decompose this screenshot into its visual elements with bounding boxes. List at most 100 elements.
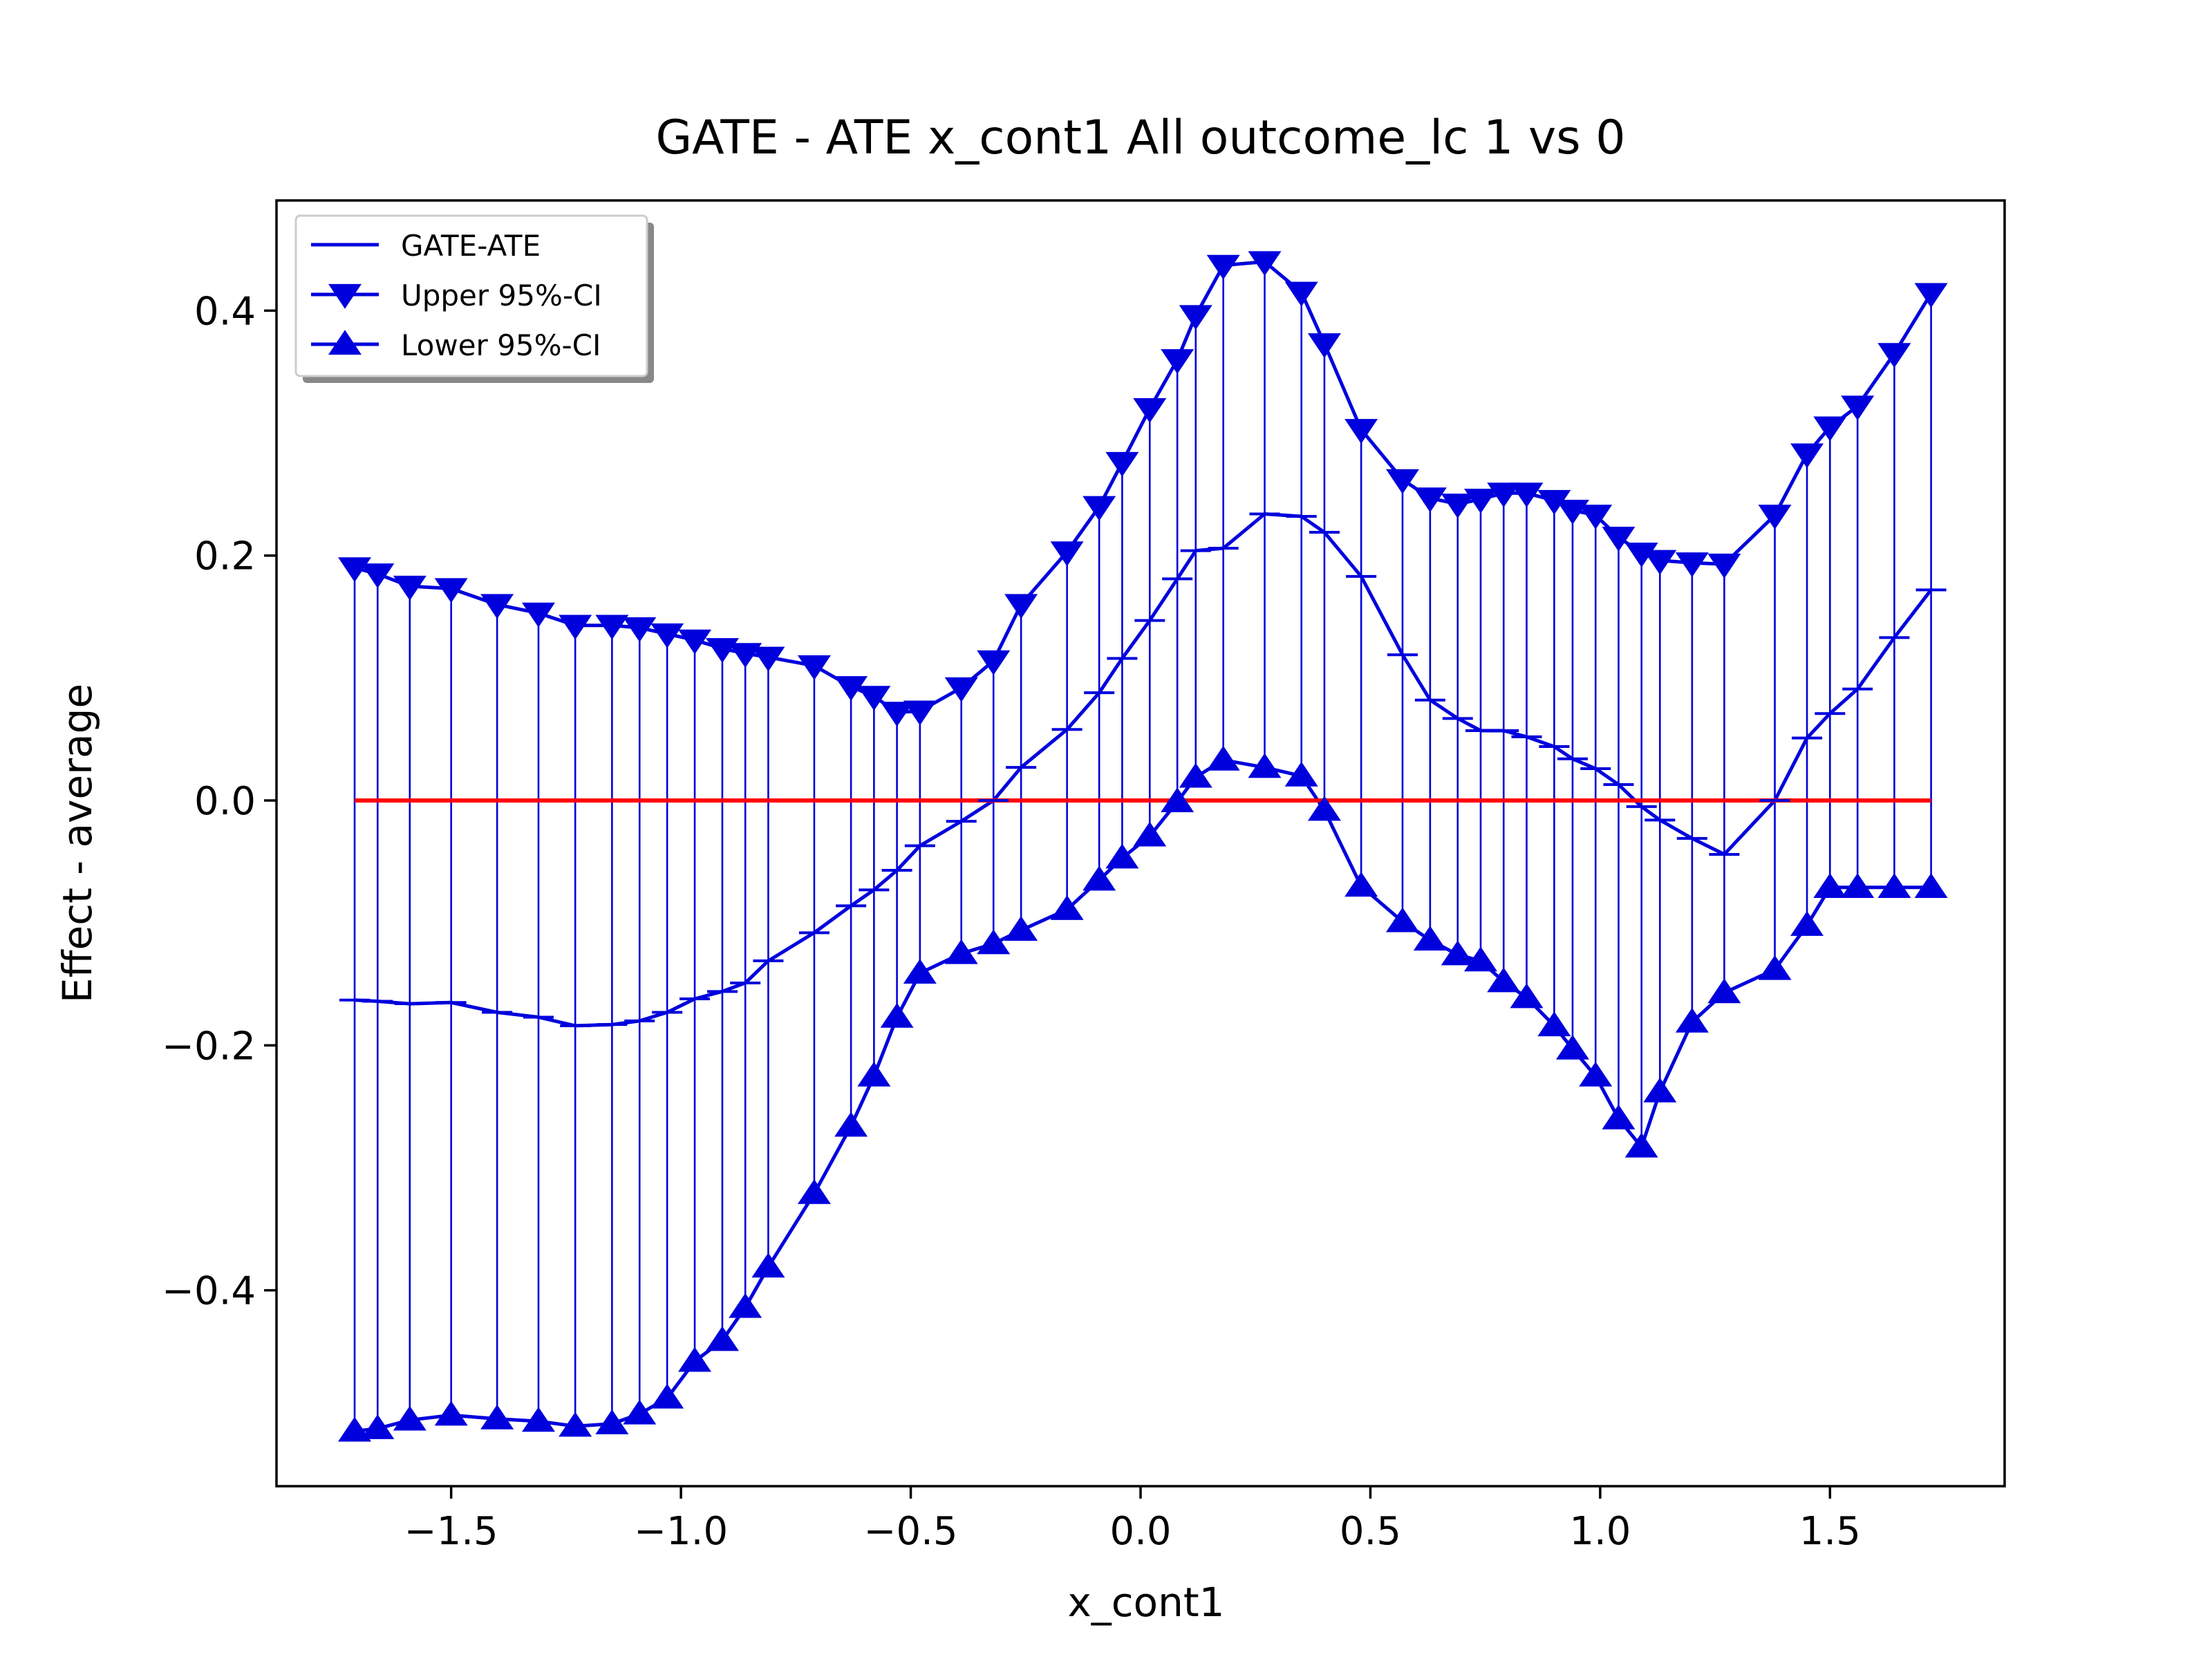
upper-ci-point: [1579, 505, 1613, 529]
lower-ci-point: [1624, 1132, 1658, 1158]
upper-ci-point: [1510, 482, 1544, 508]
lower-ci-point: [1161, 787, 1194, 812]
upper-ci-point: [1643, 550, 1677, 575]
lower-ci-point: [1579, 1061, 1613, 1087]
upper-ci-point: [1841, 395, 1875, 421]
axes: −1.5 −1.0 −0.5 0.0 0.5 1.0 1.5 −0.4 −0.2 0.0 0.2 0.…: [162, 199, 2006, 1554]
plot-area: [338, 251, 1948, 1442]
upper-ci-point: [1707, 553, 1741, 579]
upper-ci-point: [1248, 251, 1282, 276]
upper-ci-point: [977, 650, 1011, 675]
legend-marker: [328, 330, 362, 355]
y-tick-label: 0.0: [194, 779, 256, 824]
lower-ci-point: [834, 1112, 868, 1137]
upper-ci-point: [361, 563, 395, 588]
legend-marker: [328, 283, 362, 309]
upper-ci-point: [857, 686, 891, 711]
lower-ci-point: [1082, 865, 1116, 891]
x-tick-label: 0.5: [1340, 1509, 1401, 1554]
upper-ci-point: [650, 623, 684, 648]
chart-title: GATE - ATE x_cont1 All outcome_lc 1 vs 0: [655, 111, 1625, 165]
lower-ci-point: [1179, 762, 1212, 788]
y-tick-label: −0.4: [162, 1269, 256, 1314]
lower-ci-point: [1004, 916, 1038, 941]
lower-ci-point: [729, 1293, 762, 1318]
upper-ci-point: [1105, 451, 1139, 477]
upper-ci-point: [1675, 552, 1709, 578]
upper-ci-point: [1050, 541, 1084, 567]
lower-ci-point: [521, 1407, 555, 1432]
y-tick-label: 0.4: [194, 289, 256, 334]
lower-ci-point: [1813, 873, 1847, 898]
lower-ci-point: [1914, 873, 1948, 898]
y-axis-label: Effect - average: [54, 684, 101, 1003]
upper-ci-point: [1385, 469, 1419, 494]
lower-ci-point: [1758, 955, 1792, 980]
upper-ci-point: [1284, 281, 1318, 307]
legend: GATE-ATE Upper 95%-CI Lower 95%-CI: [294, 214, 654, 383]
x-tick-label: −1.5: [404, 1509, 498, 1554]
upper-ci-point: [1790, 443, 1824, 469]
lower-ci-point: [1487, 967, 1521, 993]
legend-box: [294, 214, 648, 377]
lower-ci-point: [1510, 983, 1544, 1009]
lower-ci-point: [944, 939, 978, 964]
lower-ci-point: [1790, 910, 1824, 936]
lower-ci-point: [1206, 745, 1240, 771]
lower-ci-point: [1307, 796, 1341, 821]
lower-ci-point: [1537, 1011, 1571, 1037]
x-tick-label: −1.0: [634, 1509, 728, 1554]
lower-ci-point: [705, 1326, 739, 1351]
lower-ci-point: [1344, 872, 1378, 897]
upper-ci-point: [678, 629, 712, 655]
lower-ci-point: [595, 1409, 629, 1434]
lower-ci-point: [1841, 873, 1875, 898]
lower-ci-point: [338, 1416, 372, 1442]
lower-ci-point: [559, 1412, 592, 1437]
upper-ci-point: [903, 700, 937, 726]
x-tick-label: 1.5: [1799, 1509, 1861, 1554]
lower-ci-point: [678, 1347, 712, 1372]
lower-ci-point: [977, 929, 1011, 955]
upper-ci-point: [1133, 397, 1167, 423]
upper-ci-point: [797, 655, 831, 680]
lower-ci-point: [857, 1061, 891, 1087]
legend-label: GATE-ATE: [401, 229, 541, 263]
upper-ci-point: [1344, 419, 1378, 444]
legend-label: Upper 95%-CI: [401, 279, 602, 312]
lower-ci-point: [797, 1179, 831, 1204]
lower-ci-point: [361, 1414, 395, 1439]
upper-ci-point: [1464, 489, 1498, 514]
upper-ci-point: [393, 575, 427, 601]
upper-ci-point: [1307, 333, 1341, 358]
lower-ci-point: [1707, 978, 1741, 1004]
upper-ci-point: [1602, 526, 1635, 552]
upper-ci-point: [1179, 305, 1212, 330]
upper-ci-point: [1537, 489, 1571, 515]
upper-ci-point: [595, 615, 629, 640]
y-tick-label: −0.2: [162, 1024, 256, 1069]
lower-ci-point: [623, 1399, 657, 1425]
upper-ci-point: [880, 702, 914, 727]
x-tick-label: 0.0: [1109, 1509, 1171, 1554]
upper-ci-point: [434, 578, 468, 603]
lower-ci-point: [1248, 753, 1282, 778]
upper-ci-point: [521, 602, 555, 628]
upper-ci-point: [1161, 349, 1194, 374]
upper-ci-point: [1877, 343, 1911, 368]
lower-ci-point: [903, 959, 937, 984]
lower-ci-point: [1413, 926, 1447, 951]
upper-ci-point: [1487, 482, 1521, 508]
lower-ci-point: [1556, 1034, 1589, 1060]
legend-label: Lower 95%-CI: [401, 328, 601, 362]
lower-ci-point: [1105, 843, 1139, 869]
lower-ci-point: [1602, 1104, 1635, 1130]
lower-ci-point: [1675, 1007, 1709, 1033]
upper-ci-point: [480, 594, 514, 619]
lower-ci-point: [650, 1383, 684, 1409]
lower-ci-point: [393, 1405, 427, 1431]
lower-ci-point: [1464, 946, 1498, 972]
lower-ci-point: [1133, 821, 1167, 847]
lower-ci-point: [880, 1002, 914, 1028]
